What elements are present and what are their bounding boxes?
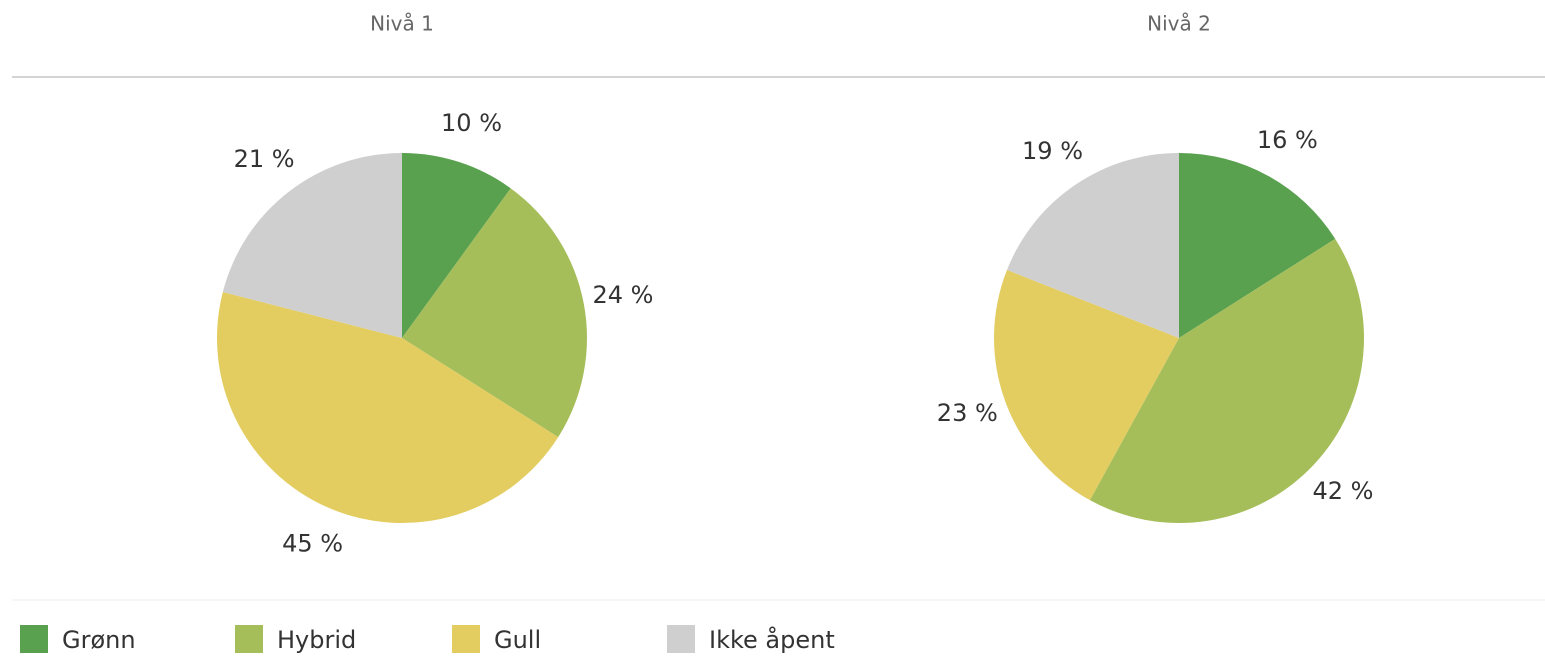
pie-slice [1179,153,1336,338]
pie-slice [1089,238,1365,523]
slice-label: 16 % [1257,126,1318,154]
slice-label: 42 % [1313,477,1374,505]
legend-label: Hybrid [277,626,356,654]
chart-title: Nivå 2 [1147,12,1211,36]
legend-swatch [20,625,48,653]
pie-slice [402,188,587,438]
chart-title: Nivå 1 [370,12,434,36]
slice-label: 24 % [593,281,654,309]
slice-label: 21 % [234,145,295,173]
legend-label: Grønn [62,626,136,654]
slice-label: 45 % [282,529,343,557]
pie-slice [1006,153,1179,338]
legend-label: Ikke åpent [709,625,835,654]
legend-swatch [235,625,263,653]
slice-label: 19 % [1022,137,1083,165]
slice-label: 23 % [937,399,998,427]
legend-label: Gull [494,626,541,654]
pie-slice [222,153,402,338]
pie-slice [216,291,559,524]
legend-swatch [452,625,480,653]
slice-label: 10 % [441,109,502,137]
pie-slice [993,269,1179,501]
legend-swatch [667,625,695,653]
pie-slice [402,153,511,338]
